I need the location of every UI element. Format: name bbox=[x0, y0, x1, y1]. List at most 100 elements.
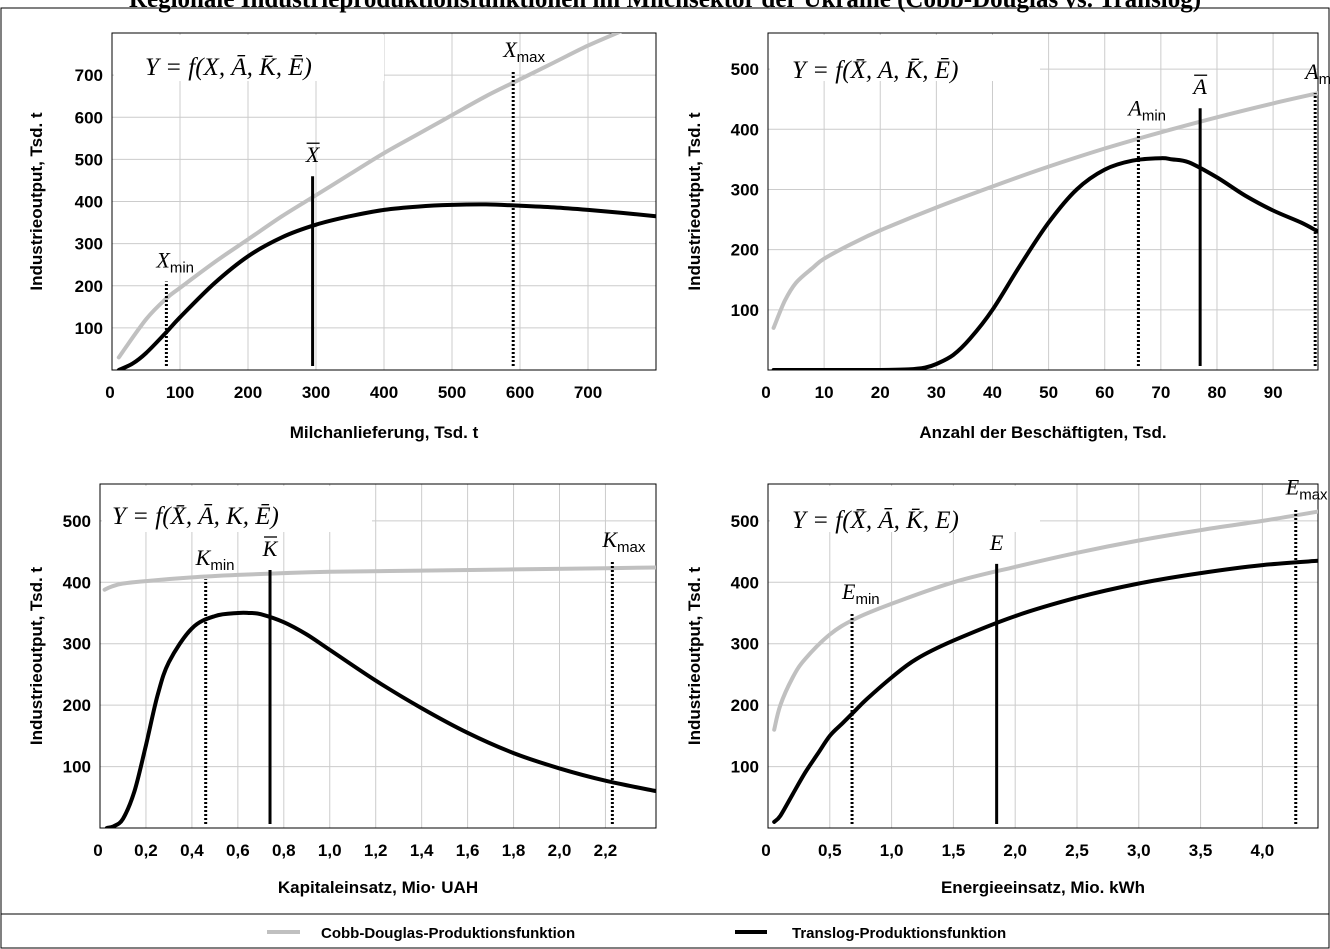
y-tick-label: 200 bbox=[731, 241, 759, 260]
series-line-cobb-douglas bbox=[771, 91, 1318, 330]
x-tick-label: 60 bbox=[1095, 383, 1114, 402]
x-tick-label: 70 bbox=[1151, 383, 1170, 402]
plot-area bbox=[767, 32, 1319, 371]
y-tick-label: 300 bbox=[731, 180, 759, 199]
x-tick-label: 0,4 bbox=[180, 841, 204, 860]
legend-label-translog: Translog-Produktionsfunktion bbox=[792, 925, 1006, 942]
marker-label-max: Emax bbox=[1285, 475, 1328, 504]
formula-box bbox=[770, 486, 1040, 532]
plot-area bbox=[99, 483, 657, 829]
marker-label-mean: E bbox=[989, 530, 1004, 555]
marker-label-mean: K bbox=[262, 536, 279, 561]
y-tick-label: 100 bbox=[63, 758, 91, 777]
y-tick-label: 200 bbox=[731, 696, 759, 715]
chart-panel-4: 100 200 300 400 500 0 0,5 1,0 1,5 2,0 2,5 3,0 3,5 4,0… bbox=[685, 475, 1328, 897]
series-line-translog bbox=[772, 558, 1318, 824]
y-tick-label: 400 bbox=[731, 120, 759, 139]
x-tick-label: 2,2 bbox=[594, 841, 618, 860]
marker-label-min: Amin bbox=[1126, 95, 1166, 124]
y-tick-label: 300 bbox=[75, 235, 103, 254]
chart-panel-3: 100 200 300 400 500 0 0,2 0,4 0,6 0,8 1,0 1,2 1,4 1,6… bbox=[27, 483, 657, 897]
chart-panel-1: 100 200 300 400 500 600 700 0 100 200 300 400 500 600… bbox=[27, 32, 657, 442]
y-tick-label: 500 bbox=[63, 512, 91, 531]
x-tick-label: 1,6 bbox=[456, 841, 480, 860]
y-tick-label: 300 bbox=[731, 635, 759, 654]
marker-label-max: Xmax bbox=[502, 37, 545, 66]
x-tick-label: 100 bbox=[166, 383, 194, 402]
y-tick-label: 400 bbox=[731, 573, 759, 592]
y-tick-label: 300 bbox=[63, 635, 91, 654]
formula-box bbox=[114, 35, 384, 81]
y-tick-label: 100 bbox=[75, 319, 103, 338]
marker-label-min: Kmin bbox=[195, 545, 235, 574]
x-tick-label: 0,6 bbox=[226, 841, 250, 860]
x-tick-label: 600 bbox=[506, 383, 534, 402]
y-tick-label: 500 bbox=[731, 60, 759, 79]
x-tick-label: 2,0 bbox=[548, 841, 572, 860]
x-tick-label: 400 bbox=[370, 383, 398, 402]
y-tick-label: 200 bbox=[75, 277, 103, 296]
x-tick-label: 0,5 bbox=[818, 841, 842, 860]
formula-text: Y = f(X̄, A, K̄, Ē) bbox=[792, 57, 958, 84]
x-tick-label: 1,0 bbox=[318, 841, 342, 860]
x-tick-label: 0 bbox=[761, 383, 770, 402]
plot-area bbox=[111, 32, 657, 371]
x-tick-label: 1,4 bbox=[410, 841, 434, 860]
x-axis-label: Kapitaleinsatz, Mio· UAH bbox=[278, 878, 478, 897]
x-axis-label: Milchanlieferung, Tsd. t bbox=[290, 423, 479, 442]
series-line-cobb-douglas bbox=[116, 33, 623, 360]
x-tick-label: 3,0 bbox=[1127, 841, 1151, 860]
outer-border bbox=[0, 7, 1330, 949]
x-tick-label: 90 bbox=[1264, 383, 1283, 402]
x-tick-label: 2,5 bbox=[1065, 841, 1089, 860]
x-tick-label: 3,5 bbox=[1189, 841, 1213, 860]
y-axis-label: Industrieoutput, Tsd. t bbox=[27, 567, 46, 745]
x-tick-label: 700 bbox=[574, 383, 602, 402]
series-line-translog bbox=[116, 202, 656, 370]
page-title: Regionale Industrieproduktionsfunktionen… bbox=[0, 0, 1330, 14]
y-tick-label: 100 bbox=[731, 758, 759, 777]
x-tick-label: 4,0 bbox=[1251, 841, 1275, 860]
marker-label-min: Xmin bbox=[155, 248, 194, 277]
marker-label-mean: X bbox=[305, 142, 321, 167]
y-tick-label: 200 bbox=[63, 696, 91, 715]
x-tick-label: 500 bbox=[438, 383, 466, 402]
formula-box bbox=[102, 486, 372, 532]
marker-label-min: Emin bbox=[841, 579, 880, 608]
y-tick-label: 400 bbox=[75, 193, 103, 212]
y-tick-label: 100 bbox=[731, 301, 759, 320]
x-tick-label: 300 bbox=[302, 383, 330, 402]
x-axis-label: Anzahl der Beschäftigten, Tsd. bbox=[919, 423, 1166, 442]
x-tick-label: 50 bbox=[1039, 383, 1058, 402]
x-tick-label: 0 bbox=[93, 841, 102, 860]
y-axis-label: Industrieoutput, Tsd. t bbox=[685, 112, 704, 290]
series-line-translog bbox=[771, 156, 1318, 370]
series-line-translog bbox=[104, 610, 656, 828]
formula-box bbox=[770, 35, 1040, 81]
x-tick-label: 20 bbox=[871, 383, 890, 402]
x-tick-label: 40 bbox=[983, 383, 1002, 402]
y-tick-label: 600 bbox=[75, 108, 103, 127]
chart-panel-2: 100 200 300 400 500 0 10 20 30 40 50 60 70 80 90 Indust… bbox=[685, 32, 1330, 442]
marker-label-max: Amax bbox=[1303, 59, 1330, 88]
x-tick-label: 1,2 bbox=[364, 841, 388, 860]
x-tick-label: 1,5 bbox=[942, 841, 966, 860]
y-axis-label: Industrieoutput, Tsd. t bbox=[685, 567, 704, 745]
x-tick-label: 30 bbox=[927, 383, 946, 402]
x-tick-label: 0,2 bbox=[134, 841, 158, 860]
marker-label-mean: A bbox=[1191, 74, 1207, 99]
formula-text: Y = f(X̄, Ā, K̄, E) bbox=[792, 507, 959, 534]
x-tick-label: 80 bbox=[1208, 383, 1227, 402]
y-axis-label: Industrieoutput, Tsd. t bbox=[27, 112, 46, 290]
y-tick-label: 500 bbox=[75, 150, 103, 169]
y-tick-label: 500 bbox=[731, 512, 759, 531]
formula-text: Y = f(X̄, Ā, K, Ē) bbox=[112, 503, 279, 530]
x-tick-label: 2,0 bbox=[1003, 841, 1027, 860]
y-tick-label: 700 bbox=[75, 66, 103, 85]
x-tick-label: 200 bbox=[234, 383, 262, 402]
x-tick-label: 0,8 bbox=[272, 841, 296, 860]
x-axis-label: Energieeinsatz, Mio. kWh bbox=[941, 878, 1145, 897]
x-tick-label: 10 bbox=[815, 383, 834, 402]
series-line-cobb-douglas bbox=[772, 509, 1318, 732]
